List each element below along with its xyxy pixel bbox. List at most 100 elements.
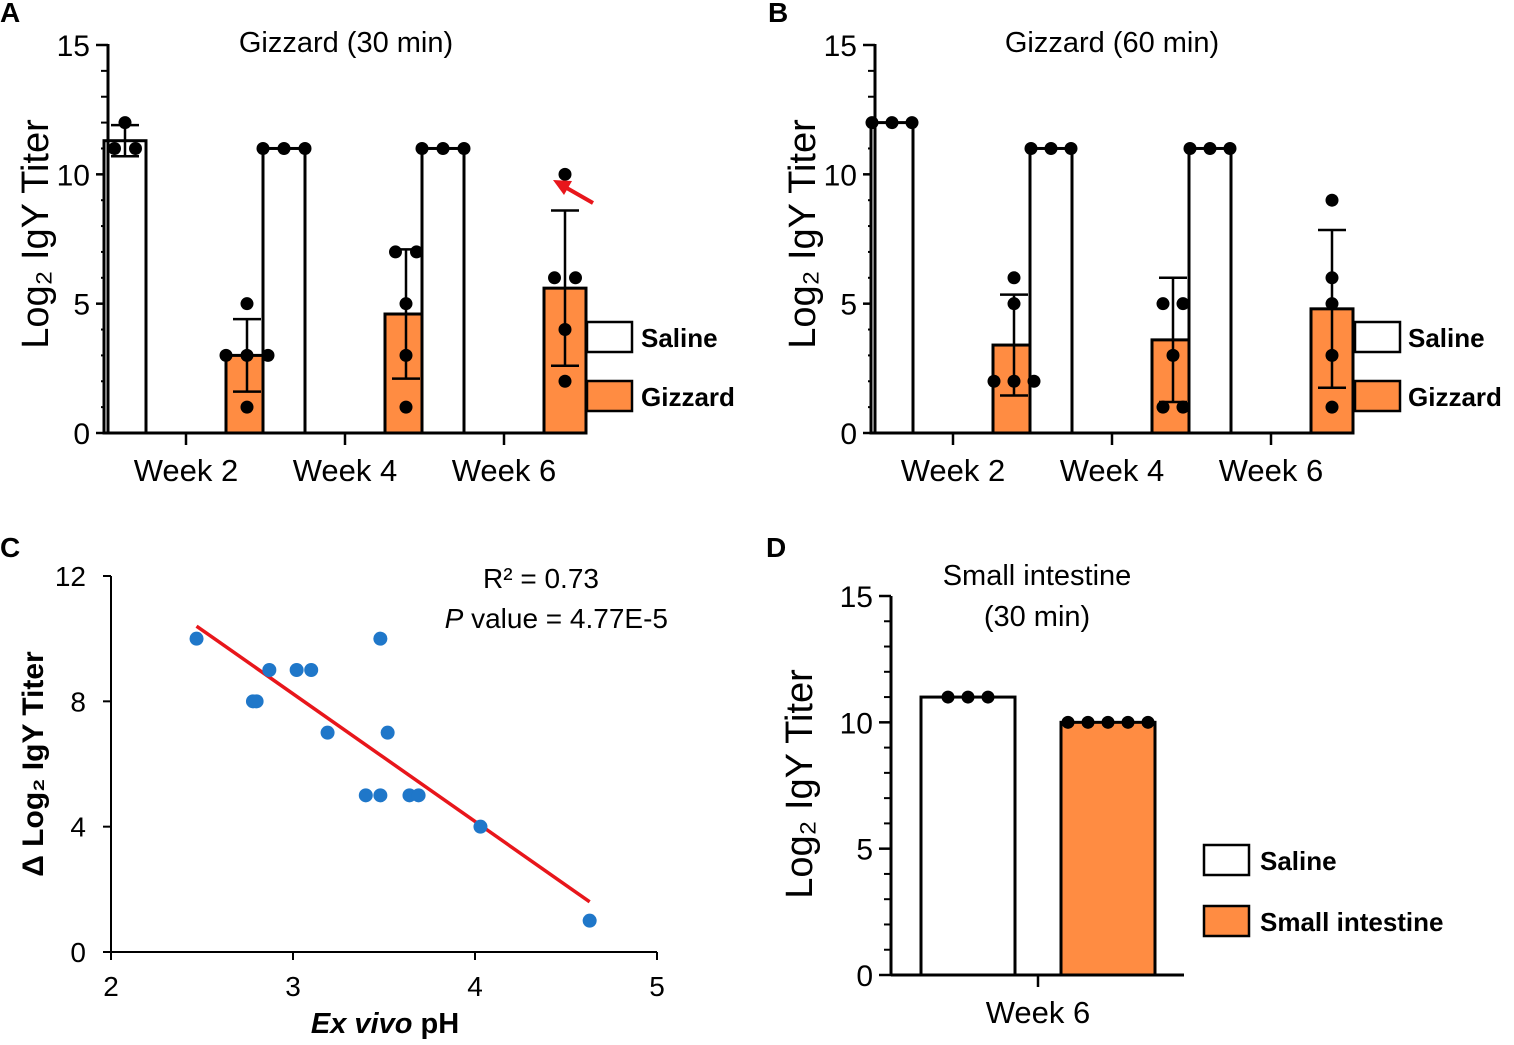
data-point (415, 141, 429, 155)
data-point (1325, 271, 1339, 285)
panel-d-y-ticks: 0 5 10 15 (840, 581, 891, 993)
y-tick-label: 15 (57, 30, 90, 63)
panel-d: D Small intestine (30 min) Log₂ IgY Tite… (766, 532, 1444, 1030)
panel-b-legend-gizzard-swatch (1353, 379, 1402, 413)
y-tick-label: 5 (73, 289, 90, 322)
data-point (399, 400, 413, 414)
data-point (1101, 715, 1115, 729)
panel-a-x-ticks: Week 2 Week 4 Week 6 (134, 433, 557, 488)
data-point (961, 690, 975, 704)
bar-saline (1187, 146, 1233, 435)
data-point (1007, 374, 1021, 388)
data-point (1203, 141, 1217, 155)
panel-d-legend-saline-swatch (1202, 843, 1251, 877)
panel-b-x-ticks: Week 2 Week 4 Week 6 (901, 433, 1324, 488)
data-point (389, 245, 402, 259)
scatter-point (249, 694, 264, 709)
panel-a-legend-gizzard-swatch (585, 379, 634, 413)
panel-d-y-axis-label: Log₂ IgY Titer (779, 669, 821, 899)
bar-small-intestine (1059, 720, 1157, 977)
data-point (298, 141, 312, 155)
data-point (1044, 141, 1058, 155)
data-point (558, 323, 572, 337)
panel-a-y-ticks: 0 5 10 15 (57, 30, 108, 451)
data-point (240, 400, 254, 414)
panel-b: B Gizzard (60 min) Log₂ IgY Titer 0 5 10 15… (768, 0, 1502, 488)
data-point (118, 116, 132, 130)
y-tick-label: 0 (73, 418, 90, 451)
panel-a-points (108, 116, 582, 414)
panel-d-legend-saline: Saline (1260, 846, 1337, 876)
y-tick-label: 4 (70, 812, 86, 843)
panel-a-legend-saline: Saline (641, 323, 718, 353)
y-tick-label: 10 (824, 159, 857, 192)
data-point (981, 690, 995, 704)
data-point (885, 116, 899, 130)
data-point (1121, 715, 1135, 729)
data-point (1024, 141, 1038, 155)
y-tick-label: 10 (840, 707, 873, 740)
data-point (1176, 400, 1190, 414)
panel-d-legend-small-intestine: Small intestine (1260, 907, 1444, 937)
y-tick-label: 5 (856, 834, 873, 867)
panel-b-legend-saline: Saline (1408, 323, 1485, 353)
scatter-point (373, 631, 388, 646)
data-point (1325, 193, 1339, 207)
data-point (1156, 400, 1170, 414)
bar-saline (919, 695, 1017, 977)
x-tick-label: Week 6 (452, 453, 557, 488)
x-tick-label: Week 6 (986, 995, 1091, 1030)
scatter-point (473, 819, 488, 834)
panel-d-x-ticks: Week 6 (986, 975, 1091, 1030)
data-point (905, 116, 919, 130)
data-point (1064, 141, 1078, 155)
data-point (1007, 271, 1021, 285)
panel-a-bars (102, 139, 588, 435)
data-point (1061, 715, 1075, 729)
y-tick-label: 10 (57, 159, 90, 192)
bar-saline (261, 146, 307, 435)
panel-d-points (941, 690, 1155, 729)
data-point (1183, 141, 1197, 155)
bar-saline (1028, 146, 1074, 435)
data-point (256, 141, 270, 155)
panel-a-title: Gizzard (30 min) (239, 27, 453, 59)
scatter-point (320, 725, 335, 740)
panel-b-bars (869, 121, 1355, 435)
data-point (1156, 297, 1170, 311)
scatter-point (373, 788, 388, 803)
data-point (1176, 297, 1190, 311)
panel-b-title: Gizzard (60 min) (1005, 27, 1219, 59)
bar-saline (102, 139, 148, 435)
y-tick-label: 5 (840, 289, 857, 322)
panel-c-y-axis-label: Δ Log₂ IgY Titer (17, 651, 50, 877)
x-tick-label: Week 2 (134, 453, 239, 488)
scatter-point (358, 788, 373, 803)
x-label-rest: pH (412, 1008, 459, 1040)
data-point (558, 374, 572, 388)
x-tick-label: Week 2 (901, 453, 1006, 488)
data-point (1166, 348, 1180, 362)
x-tick-label: 3 (285, 971, 301, 1002)
p-value-text: P value = 4.77E-5 (445, 603, 668, 634)
scatter-point (304, 663, 319, 677)
x-tick-label: 5 (649, 971, 665, 1002)
panel-letter-a: A (0, 0, 20, 28)
panel-a: A Gizzard (30 min) Log₂ IgY Titer 0 5 10 15… (0, 0, 735, 488)
panel-d-bars (919, 695, 1157, 977)
data-point (129, 141, 142, 155)
panel-a-error-bars (111, 123, 579, 393)
panel-b-y-axis-label: Log₂ IgY Titer (782, 119, 824, 349)
data-point (548, 271, 561, 285)
scatter-point (189, 631, 204, 646)
x-tick-label: Week 6 (1219, 453, 1324, 488)
x-tick-label: 2 (103, 971, 119, 1002)
data-point (240, 348, 254, 362)
panel-c-points (189, 631, 597, 928)
y-tick-label: 8 (70, 686, 86, 717)
data-point (1325, 297, 1339, 311)
panel-a-legend-saline-swatch (585, 320, 634, 354)
data-point (219, 348, 233, 362)
outlier-arrow-head (553, 180, 572, 195)
